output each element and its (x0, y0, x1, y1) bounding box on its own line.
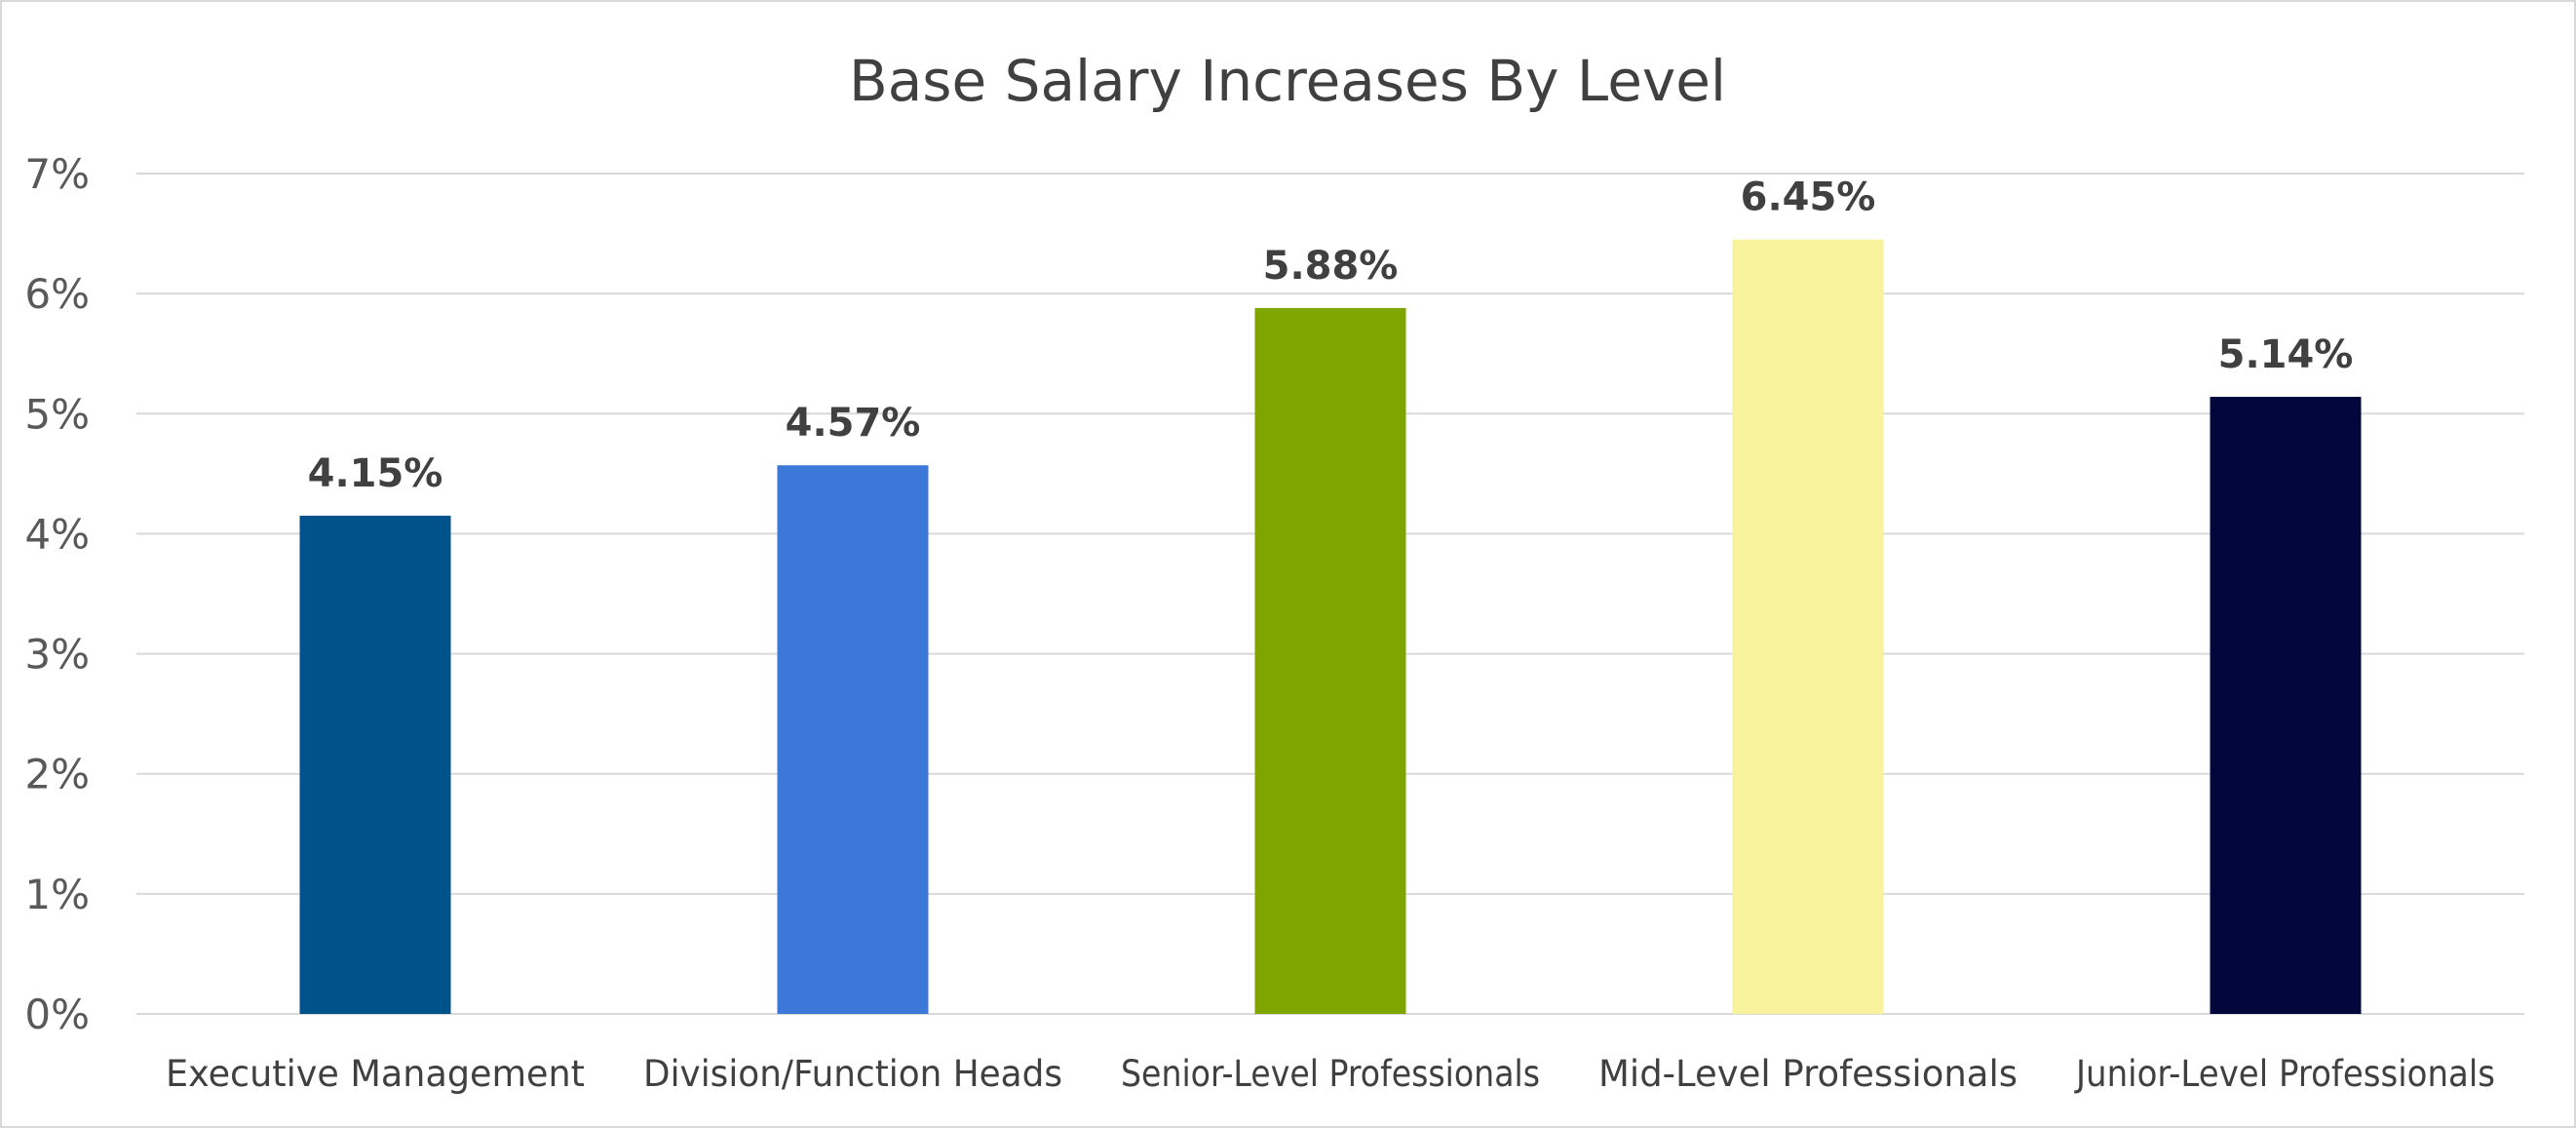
data-label: 6.45% (1741, 175, 1876, 220)
y-tick-label: 4% (24, 510, 90, 558)
bar (777, 465, 929, 1014)
data-label: 4.15% (308, 451, 443, 496)
bar (1732, 239, 1884, 1014)
y-tick-label: 2% (24, 751, 90, 798)
y-tick-label: 0% (24, 991, 90, 1038)
data-labels: 4.15% 4.57% 5.88% 6.45% 5.14% (308, 175, 2354, 496)
y-tick-label: 5% (24, 390, 90, 438)
y-tick-label: 3% (24, 631, 90, 679)
x-axis-categories: Executive Management Division/Function He… (166, 1053, 2495, 1095)
bar (2210, 397, 2362, 1014)
category-label: Division/Function Heads (643, 1053, 1062, 1095)
category-label: Senior-Level Professionals (1121, 1053, 1540, 1095)
data-label: 5.14% (2218, 332, 2354, 377)
y-tick-label: 6% (24, 270, 90, 318)
data-label: 4.57% (786, 401, 921, 446)
category-label: Junior-Level Professionals (2074, 1053, 2495, 1095)
chart-title: Base Salary Increases By Level (849, 48, 1726, 114)
y-tick-label: 1% (24, 871, 90, 918)
y-axis-ticks: 0% 1% 2% 3% 4% 5% 6% 7% (24, 150, 90, 1038)
bars (299, 239, 2362, 1014)
y-tick-label: 7% (24, 150, 90, 198)
bar (299, 515, 451, 1014)
data-label: 5.88% (1263, 244, 1399, 289)
category-label: Executive Management (166, 1053, 585, 1095)
category-label: Mid-Level Professionals (1598, 1053, 2018, 1095)
bar (1254, 307, 1406, 1014)
